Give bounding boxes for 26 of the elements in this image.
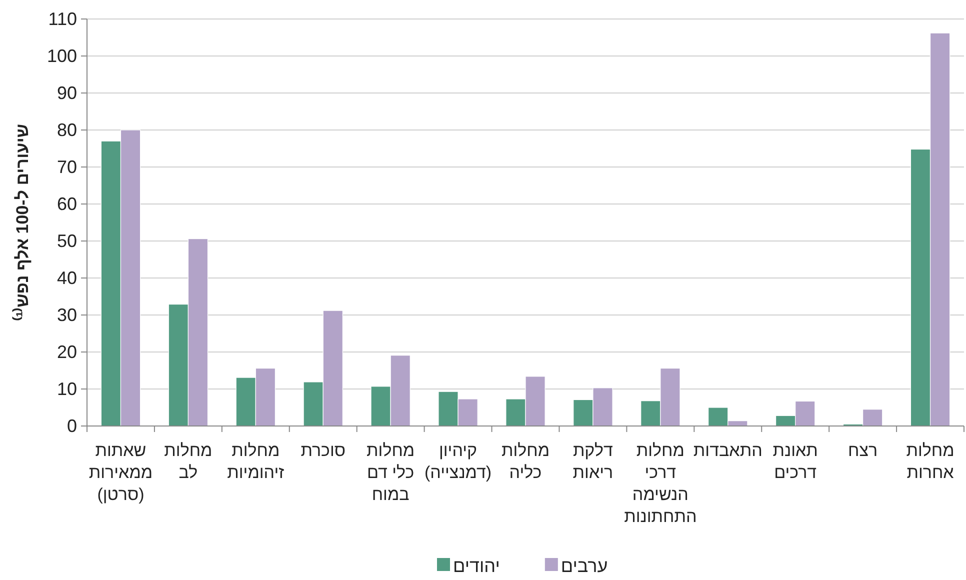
y-tick-label: 90 — [56, 83, 77, 103]
x-tick-label: דלקת ריאות — [572, 441, 614, 482]
x-tick-label: סוכרת — [300, 441, 346, 460]
x-tick-label: רצח — [848, 441, 878, 460]
x-tick-label: מחלות זיהומיות — [227, 441, 285, 482]
y-tick-label: 40 — [56, 268, 77, 288]
legend-label: יהודים — [453, 556, 500, 576]
x-tick-label: תאונת דרכים — [772, 441, 818, 482]
y-tick-label: 70 — [56, 157, 77, 177]
y-tick-label: 0 — [66, 416, 77, 436]
y-tick-label: 30 — [56, 305, 77, 325]
y-tick-label: 60 — [56, 194, 77, 214]
y-tick-label: 20 — [56, 342, 77, 362]
x-tick-label: מחלות לב — [164, 441, 212, 482]
x-tick-label: שאתות ממאירות (סרטן) — [88, 441, 153, 504]
y-tick-label: 10 — [56, 379, 77, 399]
legend-label: ערבים — [560, 556, 608, 576]
x-tick-label: מחלות כליה — [501, 441, 550, 482]
y-tick-label: 110 — [48, 9, 77, 29]
x-tick-label: מחלות אחרות — [906, 441, 954, 482]
x-tick-label: מחלות כלי דם במוח — [366, 441, 415, 504]
y-tick-label: 80 — [56, 120, 77, 140]
y-tick-label: 100 — [46, 46, 77, 66]
y-axis-title: שיעורים ל-100 אלף נפש⁽¹⁾ — [12, 124, 32, 322]
x-tick-label: קיהיון (דמנצייה) — [424, 441, 492, 482]
y-tick-label: 50 — [56, 231, 77, 251]
